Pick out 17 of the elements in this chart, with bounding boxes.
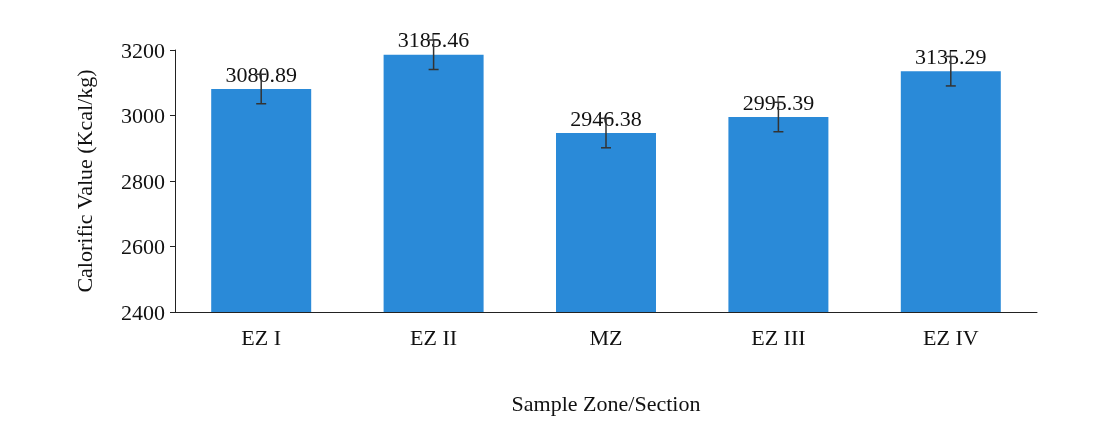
x-tick-label: EZ IV bbox=[923, 324, 979, 350]
x-tick-label: MZ bbox=[589, 324, 623, 350]
x-tick-label: EZ II bbox=[410, 324, 458, 350]
data-label: 3185.46 bbox=[397, 27, 470, 53]
x-tick-label: EZ I bbox=[241, 324, 282, 350]
x-axis-title: Sample Zone/Section bbox=[511, 390, 701, 416]
y-tick-label: 2400 bbox=[121, 299, 165, 325]
y-tick-label: 3200 bbox=[121, 37, 165, 63]
data-label: 3080.89 bbox=[225, 61, 297, 87]
data-label: 3135.29 bbox=[915, 43, 987, 69]
y-axis-title: Calorific Value (Kcal/kg) bbox=[71, 69, 97, 293]
y-tick-label: 2800 bbox=[121, 168, 165, 194]
y-tick-label: 3000 bbox=[121, 103, 165, 128]
y-tick-label: 2600 bbox=[121, 234, 165, 259]
data-label: 2995.39 bbox=[742, 89, 815, 115]
x-tick-label: EZ III bbox=[751, 324, 806, 350]
data-label: 2946.38 bbox=[570, 105, 642, 131]
